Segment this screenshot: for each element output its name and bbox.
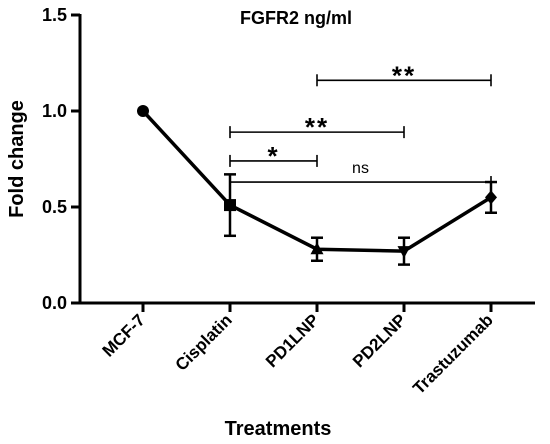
x-tick-label: PD2LNP (349, 310, 410, 371)
y-tick-label: 1.0 (42, 101, 67, 121)
chart-title: FGFR2 ng/ml (240, 8, 352, 28)
y-tick-label: 0.5 (42, 197, 67, 217)
axes: 0.0 0.5 1.0 1.5 MCF-7 Cisplatin PD1LNP PD2LNP Tr… (42, 5, 535, 398)
significance-label: * (267, 141, 279, 171)
x-axis-title: Treatments (225, 418, 332, 440)
x-tick-label: PD1LNP (262, 310, 323, 371)
data-point (224, 199, 236, 212)
significance-label: ** (392, 60, 416, 90)
y-axis-title: Fold change (6, 100, 28, 218)
y-tick-label: 0.0 (42, 293, 67, 313)
data-point (310, 242, 324, 255)
x-tick-label: Cisplatin (172, 310, 236, 374)
x-tick-label: MCF-7 (99, 310, 149, 360)
x-tick-label: Trastuzumab (409, 310, 497, 398)
data-point (397, 246, 411, 259)
significance-label: ns (352, 160, 369, 177)
significance-bracket: * (229, 141, 318, 171)
significance-bracket: ** (316, 60, 492, 90)
significance-label: ** (305, 112, 329, 142)
significance-brackets: *****ns (229, 60, 492, 189)
data-point (485, 190, 497, 205)
series-line (137, 105, 497, 266)
y-tick-label: 1.5 (42, 5, 67, 25)
data-point (137, 105, 149, 117)
significance-bracket: ** (229, 112, 405, 142)
